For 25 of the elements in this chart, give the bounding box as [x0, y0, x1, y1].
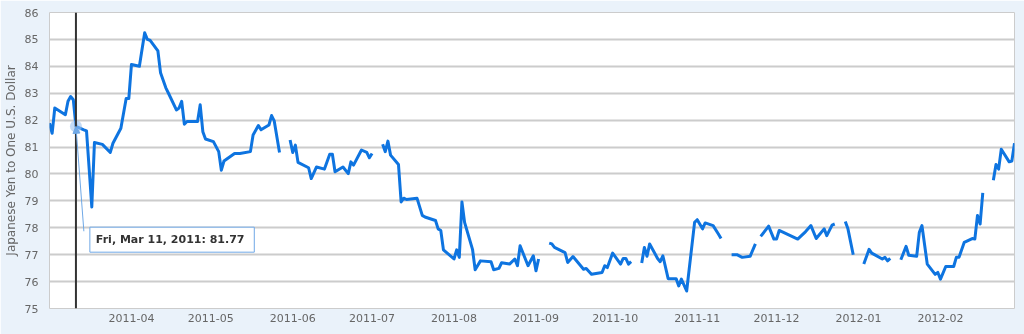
y-tick-label: 78	[24, 221, 39, 235]
x-tick-label: 2012-01	[835, 311, 882, 325]
y-tick-label: 86	[24, 6, 39, 20]
y-tick-label: 76	[24, 275, 39, 289]
x-tick-label: 2011-06	[269, 311, 316, 325]
y-tick-label: 80	[24, 167, 39, 181]
y-tick-label: 82	[24, 114, 39, 128]
x-tick-label: 2011-05	[187, 311, 234, 325]
x-tick-label: 2011-12	[753, 311, 800, 325]
x-tick-label: 2011-07	[349, 311, 396, 325]
y-axis-title: Japanese Yen to One U.S. Dollar	[3, 65, 18, 257]
x-tick-label: 2011-04	[108, 311, 155, 325]
y-tick-label: 85	[24, 33, 39, 47]
x-tick-label: 2011-10	[592, 311, 639, 325]
y-tick-label: 84	[24, 60, 39, 74]
y-tick-label: 79	[24, 194, 39, 208]
y-tick-label: 75	[24, 302, 39, 316]
y-tick-label: 81	[24, 141, 39, 155]
x-tick-label: 2011-08	[431, 311, 477, 325]
x-tick-label: 2012-02	[917, 311, 964, 325]
y-tick-label: 77	[24, 248, 39, 262]
annotation: Fri, Mar 11, 2011: 81.77	[95, 233, 245, 247]
x-tick-label: 2011-09	[512, 311, 559, 325]
x-tick-label: 2011-11	[674, 311, 721, 325]
y-tick-label: 83	[24, 87, 39, 101]
